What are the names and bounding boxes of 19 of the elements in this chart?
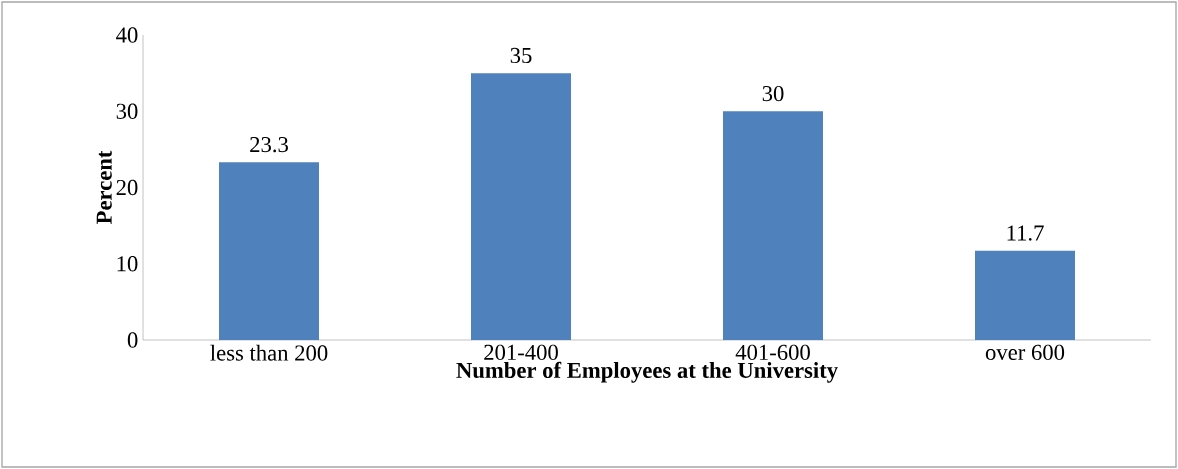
- y-tick-label: 40: [116, 27, 138, 43]
- y-tick-label: 20: [116, 179, 138, 196]
- y-axis-title: Percent: [96, 150, 112, 225]
- x-axis-title: Number of Employees at the University: [456, 361, 838, 383]
- bar: [975, 250, 1075, 340]
- data-label: 35: [510, 47, 532, 64]
- y-tick-label: 10: [117, 256, 138, 272]
- y-tick-label: 30: [116, 103, 138, 119]
- bar: [471, 73, 572, 340]
- data-label: 11.7: [1007, 225, 1044, 241]
- y-tick-label: 0: [127, 332, 138, 348]
- data-label: 23.3: [250, 136, 288, 153]
- x-tick-label: less than 200: [210, 344, 328, 361]
- x-tick-label: 401-600: [735, 344, 810, 361]
- data-label: 30: [762, 85, 784, 102]
- x-tick-label: 201-400: [484, 344, 558, 361]
- x-tick-label: over 600: [985, 344, 1065, 361]
- bar: [723, 111, 823, 340]
- bar: [219, 162, 320, 340]
